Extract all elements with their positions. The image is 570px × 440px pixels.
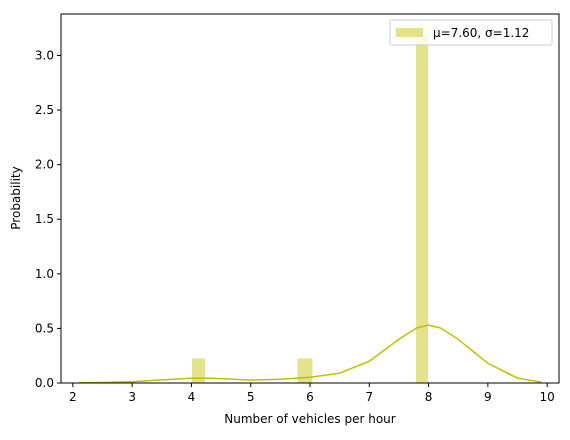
y-tick-label-2: 1.0 [35,267,54,281]
x-tick-label-0: 2 [69,390,77,404]
x-tick-label-5: 7 [365,390,373,404]
y-axis-label: Probability [9,166,23,229]
histogram-bar-2 [415,33,430,384]
plot-frame [60,13,560,384]
kde-layer [78,324,542,384]
histogram-bar-0 [190,357,207,384]
y-tick-label-6: 3.0 [35,48,54,62]
histogram-bar-1 [296,357,314,384]
y-tick-label-0: 0.0 [35,376,54,390]
legend-swatch [396,28,423,37]
x-tick-label-6: 8 [425,390,433,404]
legend-entry-label: μ=7.60, σ=1.12 [433,26,529,40]
legend: μ=7.60, σ=1.12 [389,19,553,46]
x-axis-label: Number of vehicles per hour [224,412,396,426]
y-tick-label-3: 1.5 [35,212,54,226]
x-tick-label-7: 9 [484,390,492,404]
x-tick-label-1: 3 [128,390,136,404]
x-tick-label-3: 5 [247,390,255,404]
legend-box [389,19,553,46]
x-axis-ticks: 2 3 4 5 6 7 8 9 10 [69,383,555,404]
y-axis-ticks: 0.0 0.5 1.0 1.5 2.0 2.5 3.0 [35,48,61,390]
bars-layer [190,33,430,384]
kde-line [78,324,542,384]
y-tick-label-4: 2.0 [35,158,54,172]
x-tick-label-8: 10 [540,390,555,404]
y-tick-label-1: 0.5 [35,321,54,335]
y-tick-label-5: 2.5 [35,103,54,117]
x-tick-label-2: 4 [188,390,196,404]
x-tick-label-4: 6 [306,390,314,404]
